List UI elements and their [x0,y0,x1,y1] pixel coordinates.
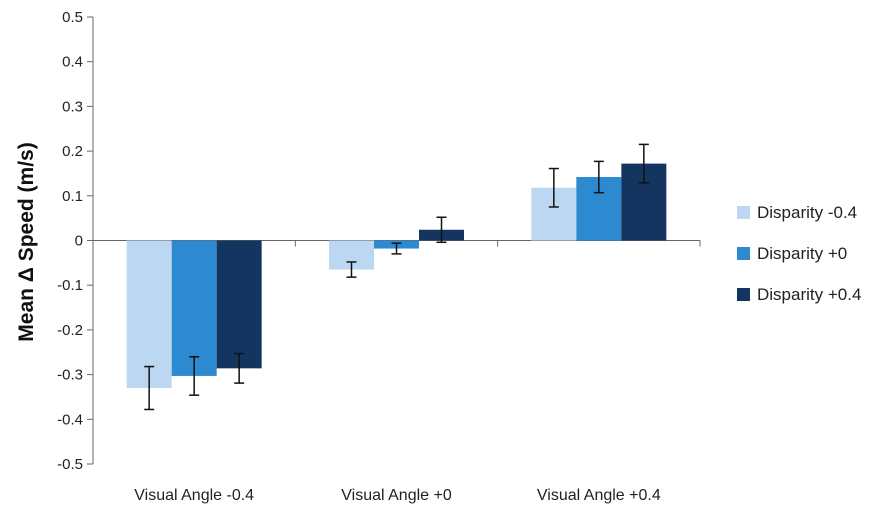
legend-label: Disparity +0 [757,244,847,263]
legend: Disparity -0.4 Disparity +0 Disparity +0.4 [737,203,861,304]
x-category-label: Visual Angle +0 [341,487,452,504]
legend-label: Disparity +0.4 [757,285,861,304]
x-category-label: Visual Angle -0.4 [134,487,254,504]
y-tick-label: 0.1 [62,188,83,205]
y-tick-label: 0.5 [62,9,83,26]
category-labels: Visual Angle -0.4 Visual Angle +0 Visual A… [134,487,661,504]
y-tick-label: -0.1 [57,277,83,294]
y-axis-label: Mean Δ Speed (m/s) [15,142,38,341]
x-category-label: Visual Angle +0.4 [537,487,661,504]
y-tick-label: 0.2 [62,143,83,160]
y-tick-label: -0.3 [57,367,83,384]
bar [216,240,262,369]
y-tick-label: -0.4 [57,411,83,428]
legend-label: Disparity -0.4 [757,203,857,222]
y-tick-label: 0 [75,233,83,250]
y-axis: 0.5 0.4 0.3 0.2 0.1 0 -0.1 -0.2 -0.3 -0.4 -0.5 [57,9,701,473]
legend-swatch [737,247,750,260]
legend-swatch [737,288,750,301]
y-tick-label: -0.5 [57,456,83,473]
bar [171,240,217,376]
y-tick-label: 0.4 [62,54,83,71]
y-tick-label: -0.2 [57,322,83,339]
error-bars [144,143,649,411]
bar [126,240,172,389]
y-tick-label: 0.3 [62,98,83,115]
bars [126,163,667,389]
legend-swatch [737,206,750,219]
